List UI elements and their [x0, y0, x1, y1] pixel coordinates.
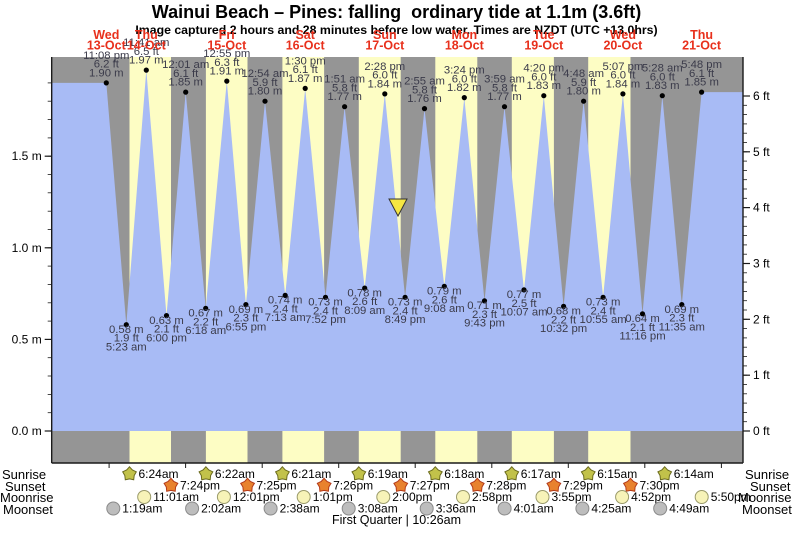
- svg-text:6:21am: 6:21am: [291, 467, 331, 481]
- svg-text:4 ft: 4 ft: [753, 201, 770, 215]
- svg-text:6:14am: 6:14am: [674, 467, 714, 481]
- svg-text:19-Oct: 19-Oct: [524, 39, 564, 53]
- svg-text:1.91 m: 1.91 m: [210, 66, 245, 78]
- svg-text:0 ft: 0 ft: [753, 424, 770, 438]
- svg-text:1 ft: 1 ft: [753, 368, 770, 382]
- svg-text:4:52pm: 4:52pm: [631, 490, 671, 504]
- svg-text:17-Oct: 17-Oct: [365, 39, 405, 53]
- svg-text:15-Oct: 15-Oct: [207, 39, 247, 53]
- svg-text:1.97 m: 1.97 m: [129, 55, 164, 67]
- svg-text:0.5 m: 0.5 m: [12, 332, 42, 346]
- svg-text:6:24am: 6:24am: [139, 467, 179, 481]
- svg-text:3 ft: 3 ft: [753, 257, 770, 271]
- svg-text:18-Oct: 18-Oct: [445, 39, 485, 53]
- svg-text:1.83 m: 1.83 m: [527, 80, 562, 92]
- svg-text:1.77 m: 1.77 m: [487, 91, 522, 103]
- svg-text:1.77 m: 1.77 m: [327, 91, 362, 103]
- svg-text:1.85 m: 1.85 m: [684, 77, 719, 89]
- svg-text:16-Oct: 16-Oct: [286, 39, 326, 53]
- svg-text:3:55pm: 3:55pm: [552, 490, 592, 504]
- svg-text:13-Oct: 13-Oct: [87, 39, 127, 53]
- svg-text:9:08 am: 9:08 am: [424, 303, 465, 315]
- svg-text:1.87 m: 1.87 m: [288, 73, 323, 85]
- svg-text:8:09 am: 8:09 am: [344, 305, 385, 317]
- svg-text:1.84 m: 1.84 m: [606, 78, 641, 90]
- svg-text:6:55 pm: 6:55 pm: [225, 321, 266, 333]
- svg-text:7:13 am: 7:13 am: [265, 312, 306, 324]
- svg-text:8:49 pm: 8:49 pm: [385, 314, 426, 326]
- svg-text:1.5 m: 1.5 m: [12, 149, 42, 163]
- svg-text:1.83 m: 1.83 m: [645, 80, 680, 92]
- svg-text:1.0 m: 1.0 m: [12, 241, 42, 255]
- svg-text:1.80 m: 1.80 m: [248, 86, 283, 98]
- svg-text:6:00 pm: 6:00 pm: [146, 332, 187, 344]
- svg-text:2 ft: 2 ft: [753, 312, 770, 326]
- svg-text:10:55 am: 10:55 am: [580, 314, 627, 326]
- svg-text:6:18 am: 6:18 am: [185, 325, 226, 337]
- svg-text:5 ft: 5 ft: [753, 145, 770, 159]
- svg-text:6:22am: 6:22am: [215, 467, 255, 481]
- svg-text:1.82 m: 1.82 m: [447, 82, 482, 94]
- svg-text:5:23 am: 5:23 am: [106, 342, 147, 354]
- svg-text:14-Oct: 14-Oct: [127, 39, 167, 53]
- svg-text:9:43 pm: 9:43 pm: [464, 318, 505, 330]
- svg-text:1.76 m: 1.76 m: [407, 93, 442, 105]
- svg-text:1.85 m: 1.85 m: [168, 77, 203, 89]
- svg-text:1.84 m: 1.84 m: [368, 78, 403, 90]
- svg-text:20-Oct: 20-Oct: [603, 39, 643, 53]
- svg-text:7:52 pm: 7:52 pm: [305, 314, 346, 326]
- svg-text:6 ft: 6 ft: [753, 89, 770, 103]
- svg-text:0.0 m: 0.0 m: [12, 424, 42, 438]
- svg-text:21-Oct: 21-Oct: [682, 39, 722, 53]
- svg-text:11:35 am: 11:35 am: [659, 321, 705, 333]
- svg-text:10:07 am: 10:07 am: [500, 307, 547, 319]
- svg-text:1.80 m: 1.80 m: [566, 86, 601, 98]
- svg-text:1.90 m: 1.90 m: [89, 67, 124, 79]
